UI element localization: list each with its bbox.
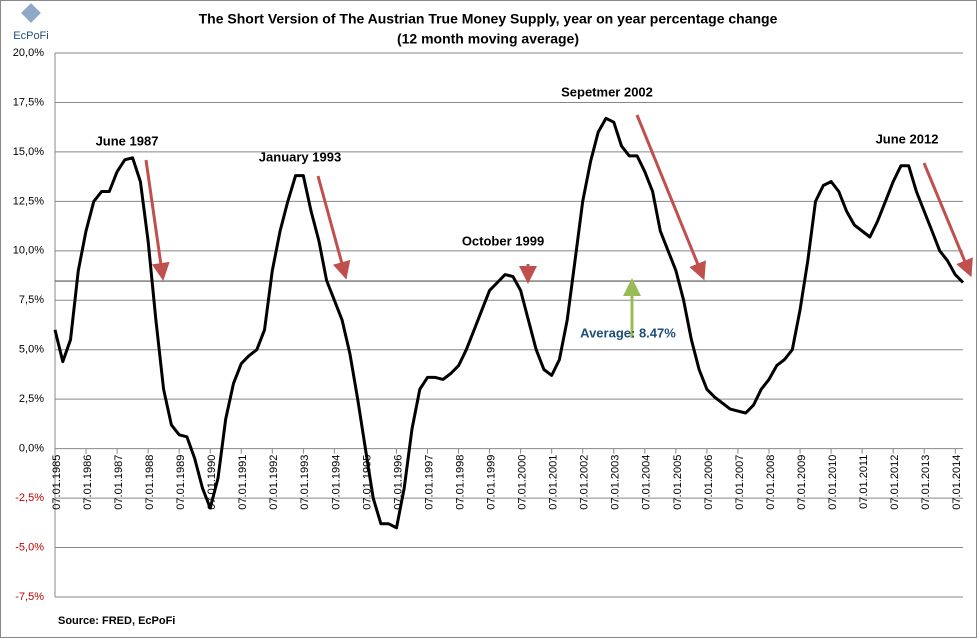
annotation: June 1987 (96, 133, 159, 148)
x-tick-label: 07.01.2009 (796, 455, 808, 510)
y-tick-label: 10,0% (13, 245, 44, 257)
y-tick-label: 15,0% (13, 146, 44, 158)
x-tick-label: 07.01.1994 (330, 455, 342, 510)
x-tick-label: 07.01.1991 (237, 455, 249, 510)
x-tick-label: 07.01.2001 (548, 455, 560, 510)
annotation: June 2012 (876, 131, 939, 146)
y-tick-label: 5,0% (19, 344, 44, 356)
y-tick-label: -7,5% (15, 591, 44, 603)
x-tick-label: 07.01.2008 (765, 455, 777, 510)
x-tick-label: 07.01.2011 (858, 455, 870, 509)
x-tick-label: 07.01.1997 (423, 455, 435, 510)
x-tick-label: 07.01.2005 (672, 455, 684, 510)
plot: -7,5% -5,0% -2,5% 0,0% 2,5% 5,0% 7,5% 10,0% 12,5… (13, 47, 965, 603)
annotation: October 1999 (462, 233, 544, 248)
x-tick-label: 07.01.1986 (82, 455, 94, 510)
annotation: Sepetmer 2002 (561, 84, 653, 99)
chart-title: The Short Version of The Austrian True M… (199, 11, 778, 27)
y-tick-label: 20,0% (13, 47, 44, 59)
x-tick-label: 07.01.1990 (206, 455, 218, 510)
x-tick-label: 07.01.2000 (517, 455, 529, 510)
y-tick-label: 0,0% (19, 443, 44, 455)
x-tick-label: 07.01.1988 (144, 455, 156, 510)
chart-subtitle: (12 month moving average) (397, 31, 579, 47)
annotation: January 1993 (259, 149, 341, 164)
x-tick-label: 07.01.2013 (920, 455, 932, 510)
x-tick-label: 07.01.2006 (703, 455, 715, 510)
x-tick-label: 07.01.1987 (113, 455, 125, 510)
x-tick-label: 07.01.2004 (641, 455, 653, 510)
x-tick-label: 07.01.1995 (361, 455, 373, 510)
y-tick-label: 2,5% (19, 393, 44, 405)
source: Source: FRED, EcPoFi (58, 615, 175, 627)
x-tick-label: 07.01.2002 (579, 455, 591, 510)
x-tick-label: 07.01.1999 (486, 455, 498, 510)
x-tick-label: 07.01.2007 (734, 455, 746, 510)
y-tick-label: -5,0% (15, 541, 44, 553)
x-tick-label: 07.01.1989 (175, 455, 187, 510)
x-tick-label: 07.01.2010 (827, 455, 839, 510)
x-tick-label: 07.01.2012 (889, 455, 901, 510)
x-tick-label: 07.01.1998 (454, 455, 466, 510)
logo-text: EcPoFi (13, 30, 48, 42)
x-tick-label: 07.01.1992 (268, 455, 280, 510)
x-tick-label: 07.01.1993 (299, 455, 311, 510)
x-tick-label: 07.01.1985 (51, 455, 63, 510)
x-tick-label: 07.01.2003 (610, 455, 622, 510)
y-tick-label: 17,5% (13, 96, 44, 108)
average-label: Average: 8.47% (580, 325, 676, 340)
series-line (53, 116, 965, 530)
y-tick-label: 12,5% (13, 195, 44, 207)
x-tick-label: 07.01.2014 (951, 455, 963, 510)
y-tick-label: -2,5% (15, 492, 44, 504)
arrows (144, 114, 973, 284)
y-tick-label: 7,5% (19, 294, 44, 306)
